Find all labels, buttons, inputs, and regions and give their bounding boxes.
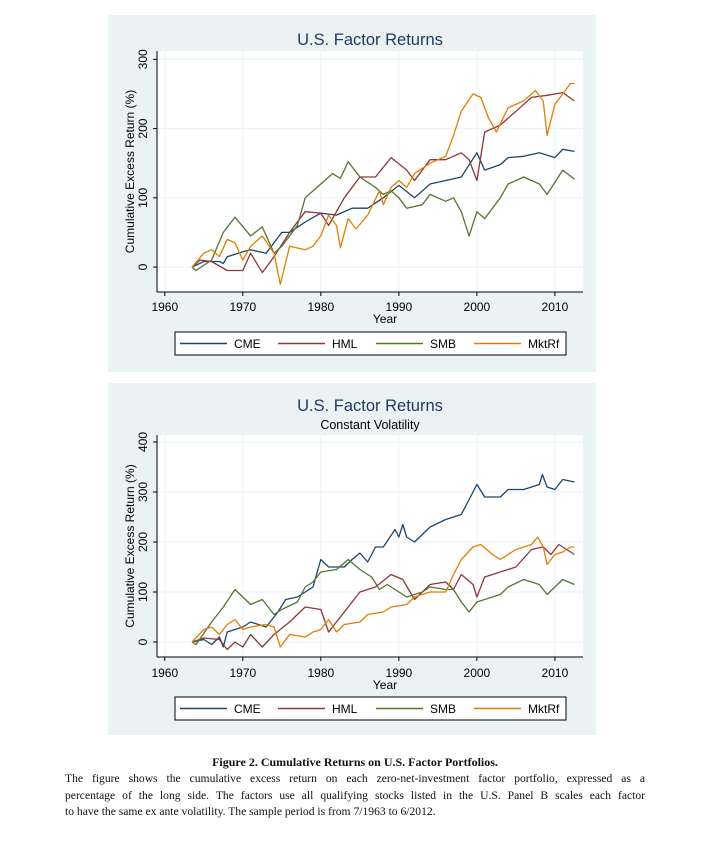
plot-area	[157, 51, 583, 292]
chart-svg: 0 100 200 300 1960 1970 1980 1990 2000 2010 Cumula…	[123, 31, 583, 356]
x-tick-label: 2010	[542, 666, 569, 680]
legend-label-mktrf: MktRf	[528, 337, 560, 351]
caption-line: to have the same ex ante volatility. The…	[65, 805, 436, 818]
y-tick-label: 200	[136, 118, 150, 138]
x-tick-label: 2010	[542, 300, 569, 314]
x-tick-label: 1970	[229, 666, 256, 680]
legend-label-hml: HML	[332, 702, 358, 716]
x-axis-label: Year	[373, 312, 397, 326]
legend-label-smb: SMB	[430, 702, 456, 716]
y-tick-label: 400	[136, 432, 150, 452]
series-line-cme	[191, 473, 575, 648]
chart-title: U.S. Factor Returns	[297, 397, 443, 415]
chart-panel-factor-returns: 0 100 200 300 1960 1970 1980 1990 2000 2010 Cumula…	[108, 15, 596, 372]
legend-label-hml: HML	[332, 337, 358, 351]
y-tick-label: 100	[136, 582, 150, 602]
chart-subtitle: Constant Volatility	[320, 418, 420, 432]
x-tick-label: 1970	[229, 300, 256, 314]
caption-line: percentage of the long side. The factors…	[65, 788, 645, 802]
chart-panel-constant-volatility: 0 100 200 300 400 1960 1970 1980 1990 2000 2010 Cum…	[108, 383, 596, 735]
y-tick-label: 300	[136, 482, 150, 502]
x-tick-label: 1990	[386, 666, 413, 680]
legend-label-cme: CME	[234, 702, 261, 716]
series-line-hml	[191, 91, 575, 274]
y-axis-label: Cumulative Excess Return (%)	[123, 464, 137, 627]
series-line-smb	[191, 161, 575, 272]
y-tick-label: 0	[136, 263, 150, 270]
chart-svg: 0 100 200 300 400 1960 1970 1980 1990 2000 2010 Cum…	[123, 397, 583, 721]
y-axis-label: Cumulative Excess Return (%)	[123, 90, 137, 253]
legend-label-mktrf: MktRf	[528, 702, 560, 716]
series-line-hml	[191, 543, 575, 651]
caption-line: The figure shows the cumulative excess r…	[65, 772, 645, 785]
x-tick-label: 1980	[307, 300, 334, 314]
x-tick-label: 1990	[386, 300, 413, 314]
figure-caption-title: Figure 2. Cumulative Returns on U.S. Fac…	[212, 755, 498, 769]
x-tick-label: 1960	[151, 300, 178, 314]
x-tick-label: 1960	[151, 666, 178, 680]
series-line-mktrf	[191, 536, 575, 648]
plot-area	[157, 435, 583, 657]
series-line-smb	[191, 558, 575, 646]
legend-label-cme: CME	[234, 337, 261, 351]
series-line-mktrf	[191, 82, 575, 286]
legend-box	[174, 331, 567, 356]
figure-caption-body: The figure shows the cumulative excess r…	[65, 771, 645, 821]
legend-label-smb: SMB	[430, 337, 456, 351]
x-axis-label: Year	[373, 678, 397, 692]
y-tick-label: 200	[136, 532, 150, 552]
series-line-cme	[191, 148, 575, 268]
x-tick-label: 2000	[464, 666, 491, 680]
y-tick-label: 0	[136, 638, 150, 645]
x-tick-label: 2000	[464, 300, 491, 314]
chart-title: U.S. Factor Returns	[297, 31, 443, 49]
y-tick-label: 300	[136, 49, 150, 69]
legend-box	[174, 696, 567, 721]
x-tick-label: 1980	[307, 666, 334, 680]
y-tick-label: 100	[136, 187, 150, 207]
